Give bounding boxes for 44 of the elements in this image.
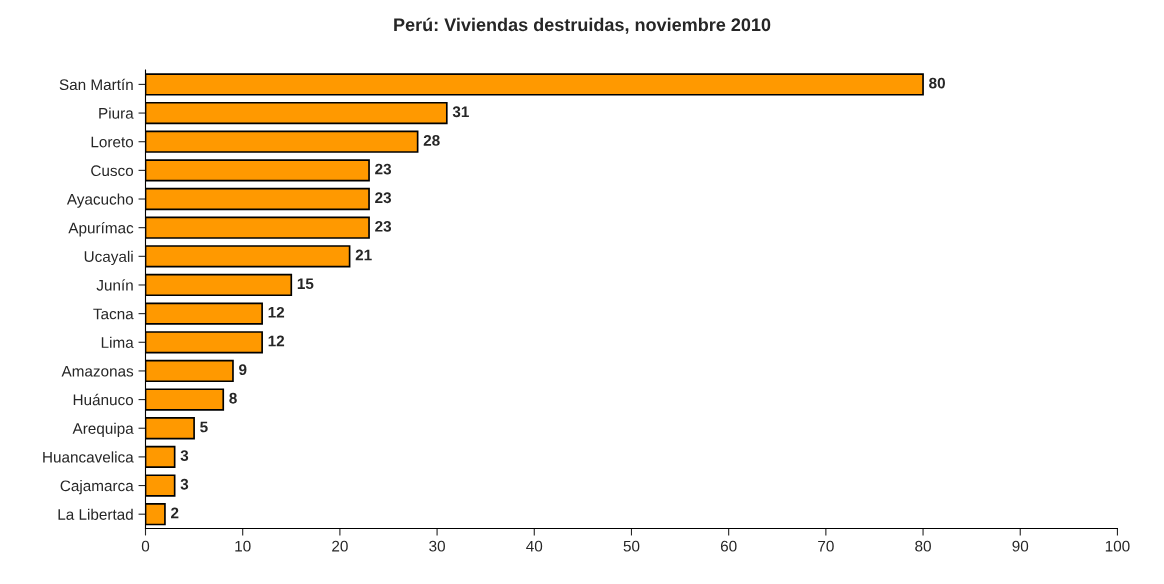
data-label: 3 <box>180 478 189 490</box>
data-label: 31 <box>452 106 469 118</box>
data-label: 12 <box>268 306 285 318</box>
y-tick-label: Tacna <box>93 308 134 320</box>
y-tick-label: Cajamarca <box>60 480 134 495</box>
data-label: 5 <box>200 421 208 433</box>
data-label: 21 <box>355 249 372 261</box>
y-tick-label: Loreto <box>91 136 134 148</box>
y-tick-label: Cusco <box>91 165 134 177</box>
y-tick-label: Huancavelica <box>43 451 134 463</box>
x-tick-label: 70 <box>818 540 834 552</box>
y-tick-label: Arequipa <box>72 422 134 437</box>
data-label: 3 <box>180 450 189 462</box>
y-tick-label: Ayacucho <box>66 193 134 208</box>
chart-title: Perú: Viviendas destruidas, noviembre 2010 <box>394 17 771 34</box>
data-label: 28 <box>423 134 440 146</box>
x-tick-label: 50 <box>623 540 640 552</box>
data-label: 12 <box>268 335 285 347</box>
x-tick-label: 20 <box>332 540 348 552</box>
x-tick-label: 90 <box>1012 540 1029 552</box>
y-tick-label: Lima <box>101 336 134 348</box>
y-tick-label: Junín <box>96 279 133 291</box>
y-tick-label: San Martín <box>59 78 133 91</box>
y-tick-label: La Libertad <box>58 508 133 520</box>
y-tick-label: Piura <box>99 107 134 119</box>
x-tick-label: 60 <box>720 540 737 552</box>
x-tick-label: 40 <box>526 540 543 552</box>
data-label: 80 <box>929 77 945 89</box>
y-tick-label: Apurímac <box>68 222 134 237</box>
data-label: 9 <box>239 364 247 376</box>
y-tick-label: Amazonas <box>61 365 134 377</box>
x-tick-label: 10 <box>235 540 251 552</box>
y-tick-label: Huánuco <box>73 393 134 406</box>
x-tick-label: 30 <box>429 540 445 552</box>
data-label: 15 <box>297 278 314 290</box>
data-label: 8 <box>229 392 237 404</box>
x-tick-label: 0 <box>141 540 150 552</box>
x-tick-label: 80 <box>915 540 931 552</box>
data-label: 23 <box>375 192 392 204</box>
x-tick-label: 100 <box>1105 540 1130 552</box>
y-tick-label: Ucayali <box>84 250 133 266</box>
data-label: 2 <box>171 507 179 519</box>
data-label: 23 <box>375 220 392 232</box>
data-label: 23 <box>375 163 392 175</box>
